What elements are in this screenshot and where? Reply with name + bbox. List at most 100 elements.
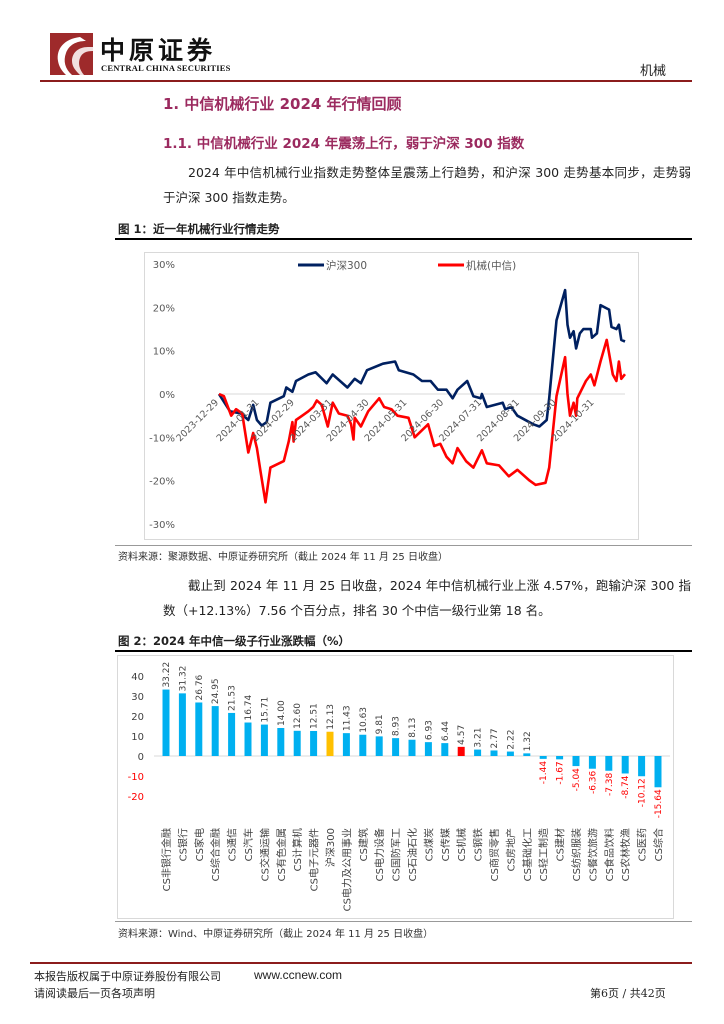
bar	[408, 739, 416, 756]
section-heading: 1. 中信机械行业 2024 年行情回顾	[163, 95, 402, 113]
y-tick-label: 30	[131, 692, 144, 703]
data-label: 6.93	[424, 720, 434, 740]
footer-disclaimer: 请阅读最后一页各项声明	[34, 987, 155, 1000]
bar	[211, 706, 219, 756]
category-label: CS电子元器件	[308, 828, 321, 891]
data-label: -15.64	[654, 789, 664, 818]
bar	[539, 756, 547, 759]
figure1-caption: 图 1：近一年机械行业行情走势	[118, 222, 280, 236]
data-label: 12.13	[326, 704, 336, 730]
data-label: 9.81	[375, 714, 385, 734]
bar	[375, 736, 383, 756]
bar	[277, 728, 285, 756]
y-tick-label: -10%	[149, 433, 175, 444]
bar	[162, 689, 170, 756]
bar	[260, 724, 268, 756]
category-label: CS国防军工	[390, 828, 403, 881]
bar	[441, 743, 449, 756]
data-label: -6.36	[588, 770, 598, 794]
data-label: 26.76	[195, 674, 205, 700]
category-label: CS电力设备	[373, 828, 386, 881]
footer-divider	[30, 962, 692, 964]
data-label: 31.32	[178, 666, 188, 692]
y-tick-label: -20	[128, 792, 144, 803]
y-tick-label: 20	[131, 712, 144, 723]
category-label: CS煤炭	[422, 828, 435, 861]
category-label: CS有色金属	[275, 828, 288, 881]
paragraph-2: 截止到 2024 年 11 月 25 日收盘，2024 年中信机械行业上涨 4.…	[163, 578, 691, 618]
bar	[556, 756, 564, 760]
category-label: 沪深300	[324, 828, 337, 867]
bar	[457, 746, 465, 756]
bar	[359, 734, 367, 756]
header-sector-label: 机械	[640, 64, 667, 79]
category-label: CS房地产	[504, 828, 517, 871]
bar	[638, 756, 646, 777]
logo-text-cn: 中原证券	[100, 36, 217, 65]
data-label: 10.63	[359, 707, 369, 733]
bar	[506, 751, 514, 756]
category-label: CS交通运输	[258, 828, 271, 881]
y-tick-label: 40	[131, 672, 144, 683]
y-tick-label: 20%	[153, 303, 175, 314]
category-label: CS机械	[455, 828, 468, 861]
category-label: CS计算机	[291, 828, 304, 871]
data-label: -10.12	[638, 778, 648, 807]
data-label: 4.57	[457, 725, 467, 745]
figure2-caption-rule	[115, 650, 692, 652]
bar	[572, 756, 580, 767]
category-label: CS石油石化	[406, 828, 419, 881]
data-label: 6.44	[441, 721, 451, 741]
figure1-source: 资料来源：聚源数据、中原证券研究所（截止 2024 年 11 月 25 日收盘）	[118, 552, 448, 563]
category-label: CS综合	[652, 828, 665, 861]
y-tick-label: -10	[128, 772, 144, 783]
bar-chart-frame: 40 30 20 10 0 -10 -20 33.22 CS非银行金融 31.32 CS银行 26.7…	[117, 655, 674, 919]
bar	[293, 730, 301, 756]
bar	[244, 722, 252, 756]
bar	[310, 730, 318, 756]
y-tick-label: 0%	[159, 390, 175, 401]
figure2-source: 资料来源：Wind、中原证券研究所（截止 2024 年 11 月 25 日收盘）	[118, 929, 434, 940]
y-tick-label: 10%	[153, 347, 175, 358]
category-label: CS银行	[176, 828, 189, 861]
data-label: 1.32	[523, 731, 533, 751]
category-label: CS食品饮料	[603, 828, 616, 881]
category-label: CS汽车	[242, 828, 255, 861]
data-label: -5.04	[572, 768, 582, 792]
data-label: 14.00	[277, 700, 287, 726]
paragraph-1: 2024 年中信机械行业指数走势整体呈震荡上行趋势，和沪深 300 走势基本同步…	[163, 165, 691, 205]
bar	[654, 756, 662, 788]
logo-mark	[50, 33, 93, 75]
data-label: 15.71	[260, 697, 270, 723]
category-label: CS农林牧渔	[619, 828, 632, 881]
data-label: 8.93	[392, 716, 402, 736]
category-label: CS综合金融	[209, 828, 222, 881]
footer-copyright: 本报告版权属于中原证券股份有限公司	[34, 970, 221, 983]
header-divider	[40, 80, 692, 82]
y-tick-label: 10	[131, 732, 144, 743]
bar	[424, 742, 432, 756]
data-label: 33.22	[162, 662, 172, 688]
data-label: 24.95	[211, 678, 221, 704]
legend-label: 机械(中信)	[466, 259, 516, 272]
data-label: 11.43	[342, 705, 352, 731]
category-label: CS钢铁	[472, 828, 485, 861]
footer-page-number: 第6页 / 共42页	[590, 987, 666, 1000]
data-label: -1.67	[556, 761, 566, 784]
category-label: CS非银行金融	[160, 828, 173, 891]
bar	[195, 702, 203, 756]
logo-swirl-icon	[57, 37, 93, 75]
figure1-source-rule	[115, 545, 692, 546]
bar	[490, 750, 498, 756]
legend-label: 沪深300	[326, 259, 367, 272]
category-label: CS建筑	[357, 828, 370, 861]
category-label: CS商贸零售	[488, 828, 501, 881]
subsection-heading: 1.1. 中信机械行业 2024 年震荡上行，弱于沪深 300 指数	[163, 136, 525, 152]
y-tick-label: 30%	[153, 260, 175, 271]
category-label: CS基础化工	[521, 828, 534, 881]
line-chart-frame: 30% 20% 10% 0% -10% -20% -30% 2023-12-29 2024-01…	[144, 252, 639, 540]
footer-website-link[interactable]: www.ccnew.com	[254, 968, 343, 982]
data-label: 3.21	[474, 728, 484, 748]
category-label: CS通信	[227, 828, 239, 861]
data-label: 16.74	[244, 694, 254, 720]
